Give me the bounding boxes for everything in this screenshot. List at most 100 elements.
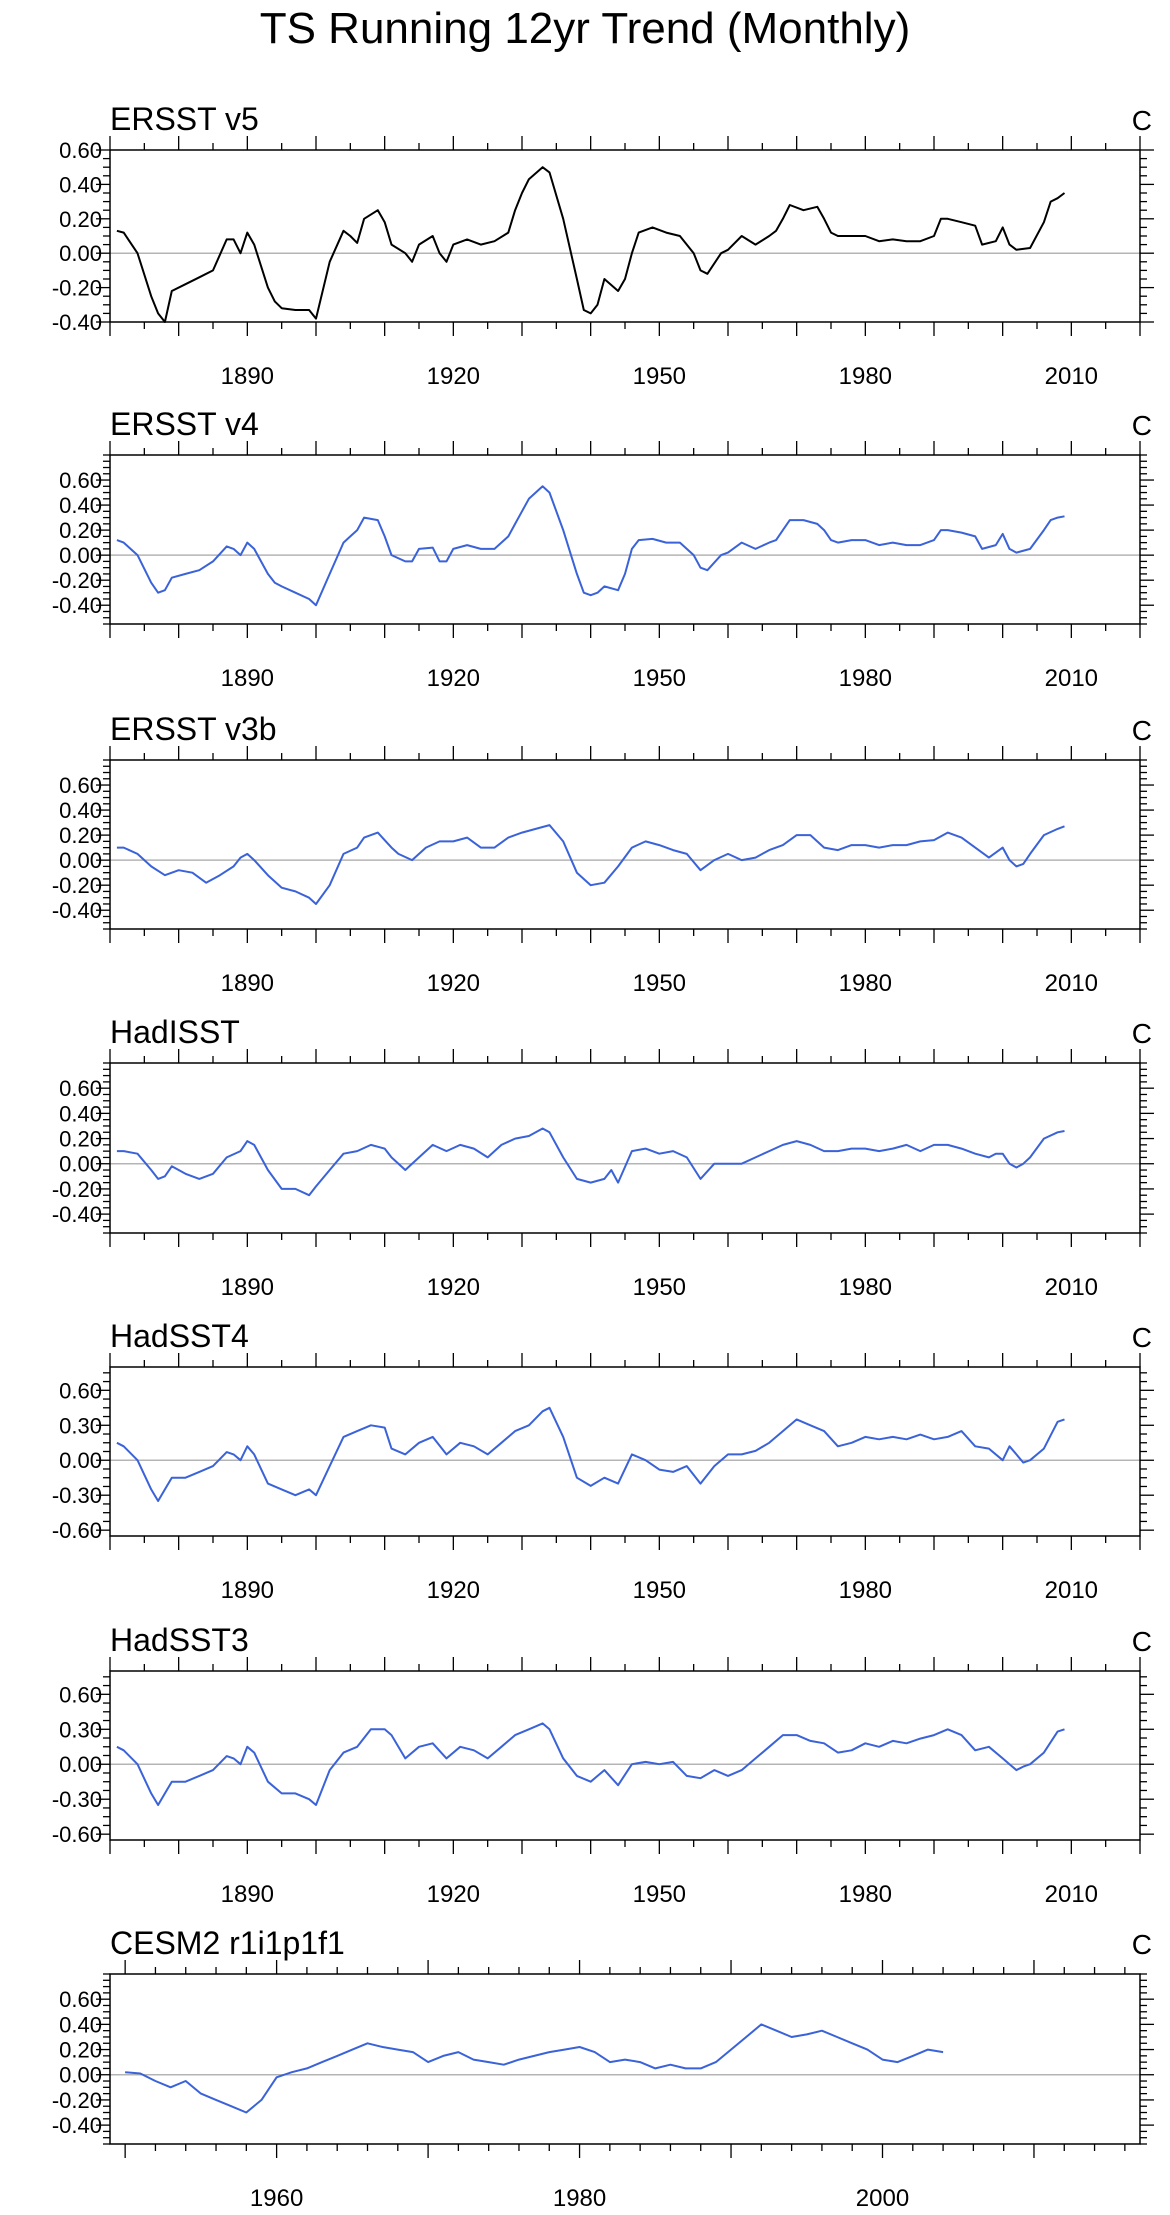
- series-line: [116, 1127, 1065, 1197]
- x-tick-label: 1920: [427, 363, 480, 390]
- y-tick-label: 0.30: [59, 1413, 102, 1438]
- x-tick-label: 1890: [221, 970, 274, 997]
- y-tick-label: 0.00: [59, 1752, 102, 1777]
- panel-title: ERSST v3b: [110, 711, 277, 747]
- x-tick-label: 2010: [1045, 1274, 1098, 1301]
- x-tick-label: 1980: [839, 970, 892, 997]
- x-tick-label: 1890: [221, 363, 274, 390]
- x-tick-label: 1920: [427, 1577, 480, 1604]
- x-tick-label: 2010: [1045, 1577, 1098, 1604]
- panel-title: HadSST4: [110, 1318, 249, 1354]
- x-tick-label: 1950: [633, 1274, 686, 1301]
- series-line: [116, 1722, 1065, 1806]
- plot-frame: [109, 1366, 1141, 1537]
- y-tick-label: 0.20: [59, 207, 102, 232]
- x-tick-label: 2010: [1045, 1881, 1098, 1908]
- chart-panel-6: CESM2 r1i1p1f1 C 1960 1980 2000 -0.40-0.200.0…: [52, 1925, 1154, 2212]
- x-tick-label: 1950: [633, 363, 686, 390]
- panel-title: HadISST: [110, 1014, 240, 1050]
- y-tick-label: -0.40: [52, 593, 102, 618]
- series-line: [116, 485, 1065, 607]
- y-tick-label: -0.40: [52, 310, 102, 335]
- x-tick-label: 2010: [1045, 363, 1098, 390]
- plot-frame: [109, 1062, 1141, 1234]
- x-tick-label: 1890: [221, 1577, 274, 1604]
- x-tick-label: 2010: [1045, 970, 1098, 997]
- y-tick-label: 0.60: [59, 1378, 102, 1403]
- x-tick-label: 2000: [856, 2185, 909, 2212]
- chart-panel-2: ERSST v3b C 1890 1920 1950 1980 2010 -0.40-0.20…: [52, 711, 1154, 997]
- y-tick-label: -0.60: [52, 1822, 102, 1847]
- units-label: C: [1132, 105, 1152, 136]
- y-tick-label: -0.20: [52, 276, 102, 301]
- units-label: C: [1132, 715, 1152, 746]
- x-tick-label: 1980: [839, 1881, 892, 1908]
- x-tick-label: 1980: [553, 2185, 606, 2212]
- plot-frame: [109, 1670, 1141, 1841]
- y-tick-label: 0.60: [59, 468, 102, 493]
- y-tick-label: 0.30: [59, 1717, 102, 1742]
- y-tick-label: -0.40: [52, 2113, 102, 2138]
- x-tick-label: 1950: [633, 1881, 686, 1908]
- y-tick-label: 0.40: [59, 2012, 102, 2037]
- series-line: [116, 1406, 1065, 1502]
- x-tick-label: 1920: [427, 970, 480, 997]
- x-tick-label: 1950: [633, 970, 686, 997]
- y-tick-label: -0.40: [52, 898, 102, 923]
- x-tick-label: 1890: [221, 1274, 274, 1301]
- y-tick-label: 0.40: [59, 1101, 102, 1126]
- plot-frame: [109, 759, 1141, 930]
- y-tick-label: 0.20: [59, 823, 102, 848]
- y-tick-label: 0.00: [59, 1152, 102, 1177]
- series-line: [116, 824, 1065, 905]
- x-tick-label: 1890: [221, 665, 274, 692]
- x-tick-label: 1960: [250, 2185, 303, 2212]
- x-tick-label: 1920: [427, 665, 480, 692]
- panel-title: ERSST v4: [110, 406, 259, 442]
- y-tick-label: -0.20: [52, 873, 102, 898]
- y-tick-label: 0.40: [59, 172, 102, 197]
- plot-frame: [109, 1973, 1141, 2145]
- y-tick-label: -0.40: [52, 1202, 102, 1227]
- y-tick-label: -0.30: [52, 1483, 102, 1508]
- x-tick-label: 1980: [839, 1274, 892, 1301]
- x-tick-label: 1980: [839, 1577, 892, 1604]
- units-label: C: [1132, 1322, 1152, 1353]
- series-line: [125, 2023, 944, 2114]
- y-tick-label: 0.40: [59, 798, 102, 823]
- y-tick-label: -0.20: [52, 568, 102, 593]
- plot-frame: [109, 454, 1141, 625]
- y-tick-label: 0.20: [59, 518, 102, 543]
- y-tick-label: -0.20: [52, 2088, 102, 2113]
- chart-panel-5: HadSST3 C 1890 1920 1950 1980 2010 -0.60 -0.30 0.…: [52, 1622, 1154, 1908]
- panel-title: HadSST3: [110, 1622, 249, 1658]
- panel-title: CESM2 r1i1p1f1: [110, 1925, 345, 1961]
- x-tick-label: 1980: [839, 665, 892, 692]
- x-tick-label: 1950: [633, 665, 686, 692]
- chart-panel-4: HadSST4 C 1890 1920 1950 1980 2010 -0.60 -0.30 0.…: [52, 1318, 1154, 1604]
- y-tick-label: 0.00: [59, 848, 102, 873]
- chart-panel-0: ERSST v5 C 1890 1920 1950 1980 2010 -0.40 -0.20 0…: [52, 101, 1154, 390]
- panel-title: ERSST v5: [110, 101, 259, 137]
- x-tick-label: 1890: [221, 1881, 274, 1908]
- plot-frame: [109, 149, 1141, 323]
- units-label: C: [1132, 1929, 1152, 1960]
- y-tick-label: 0.00: [59, 2063, 102, 2088]
- y-tick-label: -0.60: [52, 1518, 102, 1543]
- y-tick-label: 0.00: [59, 543, 102, 568]
- y-tick-label: 0.60: [59, 1987, 102, 2012]
- page-title: TS Running 12yr Trend (Monthly): [259, 4, 911, 53]
- y-tick-label: -0.20: [52, 1177, 102, 1202]
- y-tick-label: 0.40: [59, 493, 102, 518]
- y-tick-label: 0.20: [59, 2038, 102, 2063]
- y-tick-label: 0.60: [59, 1076, 102, 1101]
- y-tick-label: 0.60: [59, 138, 102, 163]
- y-tick-label: 0.20: [59, 1127, 102, 1152]
- x-tick-label: 2010: [1045, 665, 1098, 692]
- x-tick-label: 1980: [839, 363, 892, 390]
- x-tick-label: 1920: [427, 1881, 480, 1908]
